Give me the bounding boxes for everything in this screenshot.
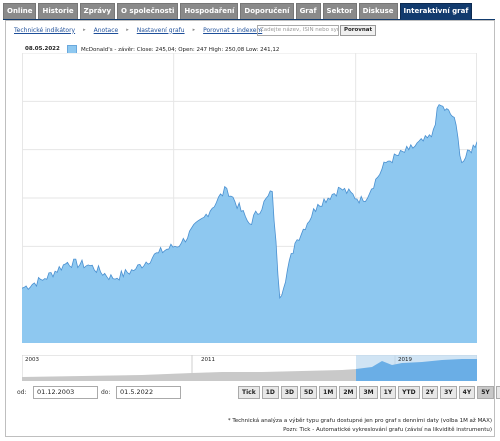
annotations-link[interactable]: Anotace — [93, 26, 119, 34]
chevron-icon: ▸ — [83, 27, 86, 33]
range-buttons: Tick1D3D5D1M2M3M1YYTD2Y3Y4Y5YMax — [238, 386, 500, 399]
range-button-3d[interactable]: 3D — [280, 386, 299, 399]
range-button-2y[interactable]: 2Y — [421, 386, 439, 399]
chevron-icon: ▸ — [126, 27, 129, 33]
to-date-input[interactable]: 01.5.2022 — [116, 386, 181, 399]
tab-zprávy[interactable]: Zprávy — [79, 3, 116, 19]
range-button-5y[interactable]: 5Y — [477, 386, 494, 399]
tab-o-společnosti[interactable]: O společnosti — [117, 3, 179, 19]
navigator-label: 2019 — [398, 357, 412, 363]
to-label: do: — [101, 389, 111, 396]
tab-online[interactable]: Online — [3, 3, 37, 19]
price-chart[interactable] — [22, 53, 477, 343]
chart-toolbar: Technické indikátory ▸ Anotace ▸ Nastave… — [14, 25, 262, 35]
compare-index-link[interactable]: Porovnat s indexem — [203, 26, 263, 34]
compare-button[interactable]: Porovnat — [340, 25, 377, 36]
chart-settings-link[interactable]: Nastavení grafu — [136, 26, 185, 34]
price-line — [22, 104, 477, 299]
range-button-1y[interactable]: 1Y — [379, 386, 397, 399]
from-date-input[interactable]: 01.12.2003 — [33, 386, 98, 399]
range-button-4y[interactable]: 4Y — [458, 386, 476, 399]
tab-hospodaření[interactable]: Hospodaření — [180, 3, 239, 19]
tab-diskuse[interactable]: Diskuse — [358, 3, 398, 19]
chevron-icon: ▸ — [192, 27, 196, 33]
navigator[interactable] — [22, 355, 477, 381]
range-button-2m[interactable]: 2M — [339, 386, 358, 399]
tab-interaktivní-graf[interactable]: Interaktivní graf — [399, 3, 473, 20]
tab-graf[interactable]: Graf — [295, 3, 321, 19]
technical-indicators-link[interactable]: Technické indikátory — [14, 26, 76, 34]
footnote-tick: Pozn: Tick - Automatické vykreslování gr… — [283, 427, 492, 433]
range-button-ytd[interactable]: YTD — [398, 386, 420, 399]
tab-historie[interactable]: Historie — [38, 3, 78, 19]
legend-text: McDonald's - závěr: Close: 245,04; Open:… — [81, 46, 280, 53]
range-button-tick[interactable]: Tick — [238, 386, 260, 399]
navigator-history-area — [22, 367, 394, 381]
tab-bar: Online Historie Zprávy O společnosti Hospoda… — [3, 3, 473, 20]
range-button-1m[interactable]: 1M — [319, 386, 338, 399]
from-label: od: — [17, 389, 27, 396]
range-button-1d[interactable]: 1D — [261, 386, 279, 399]
chart-date: 08.05.2022 — [25, 46, 60, 52]
price-area — [22, 104, 477, 343]
range-button-3m[interactable]: 3M — [359, 386, 378, 399]
tab-doporučení[interactable]: Doporučení — [240, 3, 294, 19]
footnote-technical: * Technická analýza a výběr typu grafu d… — [227, 418, 492, 424]
navigator-label: 2003 — [25, 357, 39, 363]
navigator-label: 2011 — [201, 357, 215, 363]
tab-underline — [3, 19, 495, 20]
range-button-5d[interactable]: 5D — [300, 386, 318, 399]
range-button-3y[interactable]: 3Y — [440, 386, 457, 399]
content-frame — [5, 20, 495, 437]
range-button-max[interactable]: Max — [495, 386, 500, 399]
tab-sektor[interactable]: Sektor — [322, 3, 357, 19]
navigator-selected-area — [356, 359, 477, 381]
compare-search-input[interactable]: Zadejte název, ISIN nebo symbol — [257, 25, 339, 36]
